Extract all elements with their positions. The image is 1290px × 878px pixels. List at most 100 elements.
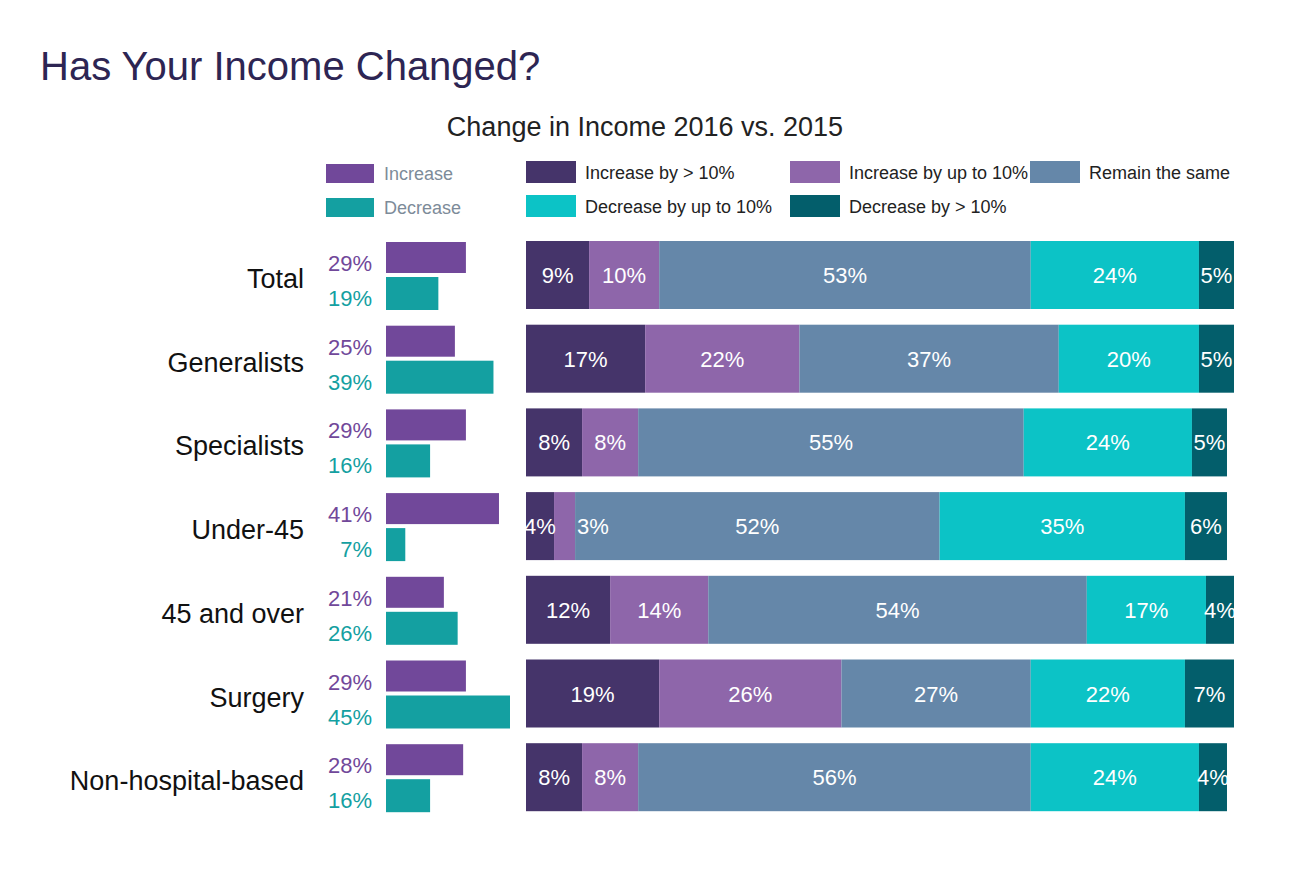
bar-segment bbox=[645, 325, 799, 393]
data-label: 16% bbox=[328, 453, 372, 478]
bar bbox=[386, 744, 463, 775]
category-label: Specialists bbox=[175, 431, 304, 461]
bar bbox=[386, 661, 466, 692]
chart-root: Has Your Income Changed?Change in Income… bbox=[0, 0, 1290, 878]
bar-segment bbox=[526, 408, 582, 476]
plot-right bbox=[526, 241, 1234, 811]
data-label: 9% bbox=[542, 263, 574, 288]
category-label: Non-hospital-based bbox=[70, 766, 304, 796]
data-label: 8% bbox=[594, 430, 626, 455]
data-label: 26% bbox=[728, 682, 772, 707]
data-label: 12% bbox=[546, 598, 590, 623]
chart-title: Has Your Income Changed? bbox=[40, 44, 540, 88]
bar-segment bbox=[841, 660, 1030, 728]
legend-swatch bbox=[790, 195, 840, 217]
bar-segment bbox=[708, 576, 1087, 644]
data-label: 54% bbox=[876, 598, 920, 623]
data-label: 14% bbox=[637, 598, 681, 623]
bar-segment bbox=[659, 241, 1031, 309]
category-label: Total bbox=[247, 264, 304, 294]
data-label: 20% bbox=[1107, 347, 1151, 372]
bar-segment bbox=[1192, 408, 1227, 476]
bar bbox=[386, 326, 455, 357]
bar bbox=[386, 612, 458, 645]
bar-segment bbox=[589, 241, 659, 309]
data-label: 35% bbox=[1040, 514, 1084, 539]
bar-segment bbox=[1185, 660, 1234, 728]
data-label: 53% bbox=[823, 263, 867, 288]
data-label: 17% bbox=[564, 347, 608, 372]
bar-segment bbox=[526, 576, 610, 644]
bar-segment bbox=[799, 325, 1058, 393]
bar bbox=[386, 493, 499, 524]
data-label: 19% bbox=[328, 286, 372, 311]
legend-label: Decrease by up to 10% bbox=[585, 197, 772, 217]
bar bbox=[386, 277, 438, 310]
bar-segment bbox=[526, 241, 589, 309]
bar bbox=[386, 696, 510, 729]
legend-swatch bbox=[790, 161, 840, 183]
bar-segment bbox=[1031, 660, 1185, 728]
data-label: 8% bbox=[538, 765, 570, 790]
bar-segment bbox=[610, 576, 708, 644]
legend-label: Increase by > 10% bbox=[585, 163, 735, 183]
data-label: 8% bbox=[538, 430, 570, 455]
data-label: 16% bbox=[328, 788, 372, 813]
data-label: 5% bbox=[1201, 347, 1233, 372]
data-label: 25% bbox=[328, 335, 372, 360]
bar-segment bbox=[1185, 492, 1227, 560]
legend-swatch bbox=[326, 198, 374, 217]
data-label: 29% bbox=[328, 670, 372, 695]
data-label: 19% bbox=[571, 682, 615, 707]
bar-segment bbox=[1024, 408, 1192, 476]
data-label: 24% bbox=[1093, 765, 1137, 790]
data-label: 24% bbox=[1093, 263, 1137, 288]
data-label: 7% bbox=[1194, 682, 1226, 707]
legend-label: Increase bbox=[384, 164, 453, 184]
category-label: Generalists bbox=[167, 348, 304, 378]
bar-segment bbox=[526, 743, 582, 811]
data-label: 26% bbox=[328, 621, 372, 646]
bar-segment bbox=[1087, 576, 1206, 644]
data-label: 22% bbox=[700, 347, 744, 372]
bar-segment bbox=[554, 492, 575, 560]
category-label: Under-45 bbox=[191, 515, 304, 545]
bar bbox=[386, 361, 493, 394]
legend-label: Decrease bbox=[384, 198, 461, 218]
legend-label: Increase by up to 10% bbox=[849, 163, 1028, 183]
bar-segment bbox=[1199, 325, 1234, 393]
data-label: 7% bbox=[340, 537, 372, 562]
bar bbox=[386, 779, 430, 812]
legend-swatch bbox=[526, 195, 576, 217]
data-label: 41% bbox=[328, 502, 372, 527]
data-label: 24% bbox=[1086, 430, 1130, 455]
legend-swatch bbox=[1030, 161, 1080, 183]
legend-label: Remain the same bbox=[1089, 163, 1230, 183]
data-label: 56% bbox=[812, 765, 856, 790]
data-label: 39% bbox=[328, 370, 372, 395]
bar-segment bbox=[582, 408, 638, 476]
data-label: 29% bbox=[328, 251, 372, 276]
category-label: 45 and over bbox=[161, 599, 304, 629]
data-label: 6% bbox=[1190, 514, 1222, 539]
bar-segment bbox=[582, 743, 638, 811]
bar-segment bbox=[940, 492, 1185, 560]
category-label: Surgery bbox=[209, 683, 304, 713]
data-label: 4% bbox=[1197, 765, 1229, 790]
bar bbox=[386, 577, 444, 608]
legend-swatch bbox=[526, 161, 576, 183]
data-label: 3% bbox=[577, 514, 609, 539]
data-label: 28% bbox=[328, 753, 372, 778]
bar-segment bbox=[1031, 241, 1199, 309]
plot-left bbox=[386, 242, 510, 812]
bar-segment bbox=[1199, 241, 1234, 309]
legend-swatch bbox=[326, 164, 374, 183]
bar bbox=[386, 444, 430, 477]
data-label: 37% bbox=[907, 347, 951, 372]
bar-segment bbox=[659, 660, 841, 728]
legend-label: Decrease by > 10% bbox=[849, 197, 1007, 217]
data-label: 10% bbox=[602, 263, 646, 288]
data-label: 45% bbox=[328, 705, 372, 730]
data-label: 5% bbox=[1194, 430, 1226, 455]
data-label: 22% bbox=[1086, 682, 1130, 707]
